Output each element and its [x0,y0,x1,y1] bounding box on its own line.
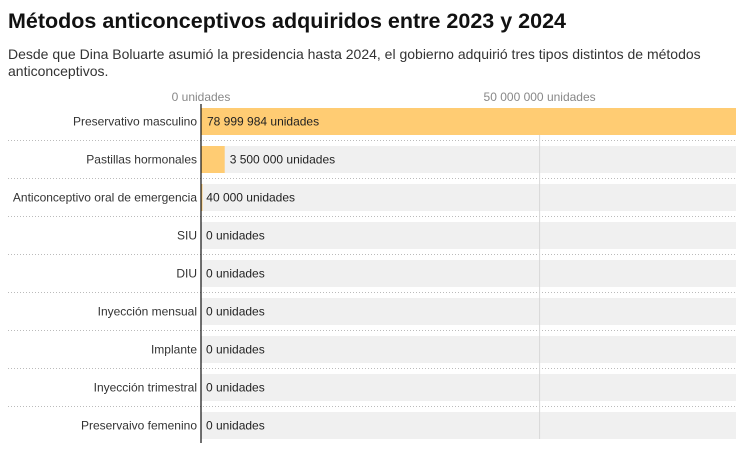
category-label: Inyección mensual [98,305,197,319]
chart-subtitle: Desde que Dina Boluarte asumió la presid… [8,46,701,79]
bar-track [201,260,736,287]
bar-track [201,412,736,439]
bar-track [201,298,736,325]
value-label: 0 unidades [206,343,265,357]
value-label: 0 unidades [206,229,265,243]
value-label: 0 unidades [206,267,265,281]
value-label: 0 unidades [206,305,265,319]
bar-track [201,374,736,401]
bar-track [201,146,736,173]
bar-track [201,336,736,363]
chart-title: Métodos anticonceptivos adquiridos entre… [8,9,566,33]
bar-track [201,184,736,211]
category-label: Inyección trimestral [94,381,197,395]
bar [201,184,203,211]
value-label: 3 500 000 unidades [230,153,335,167]
category-label: Preservaivo femenino [81,419,197,433]
category-label: Preservativo masculino [73,115,197,129]
category-label: SIU [177,229,197,243]
bar-track [201,222,736,249]
bar [201,146,225,173]
category-label: Pastillas hormonales [86,153,197,167]
value-label: 0 unidades [206,381,265,395]
category-label: DIU [176,267,197,281]
value-label: 40 000 unidades [206,191,295,205]
bar [201,108,736,135]
value-label: 78 999 984 unidades [207,115,319,129]
category-label: Anticonceptivo oral de emergencia [13,191,197,205]
x-tick-label: 0 unidades [172,90,231,104]
value-label: 0 unidades [206,419,265,433]
x-tick-label: 50 000 000 unidades [484,90,596,104]
category-label: Implante [151,343,197,357]
